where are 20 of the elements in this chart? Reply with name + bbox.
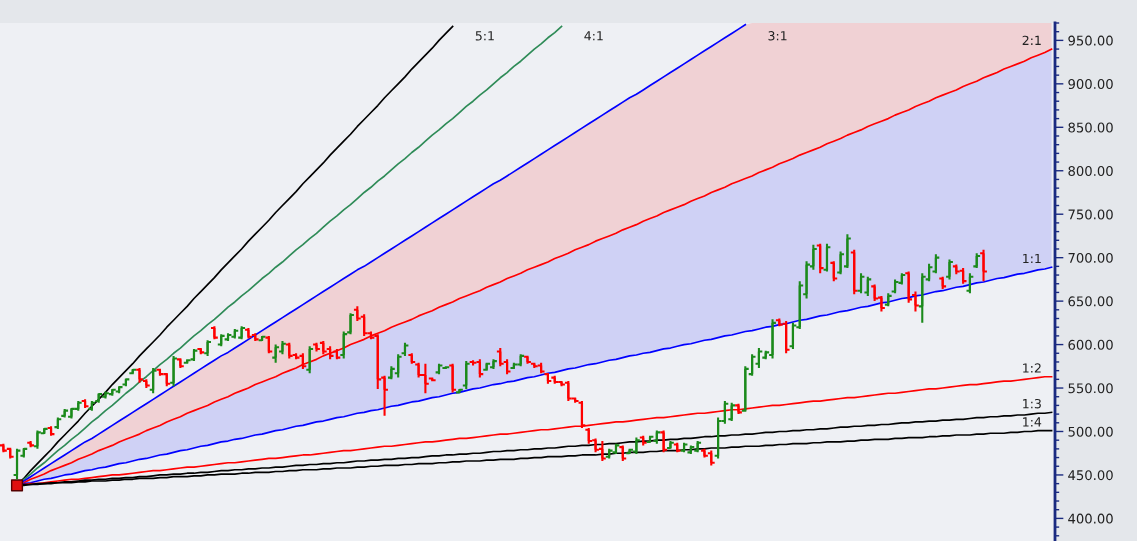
series-label: 4:1	[584, 31, 603, 41]
series-label: 3:1	[768, 31, 787, 41]
series-label: 1:3	[1023, 398, 1041, 409]
y-tick-label: 500.00	[1068, 426, 1113, 437]
y-tick-label: 450.00	[1068, 470, 1113, 481]
series-label: 5:1	[475, 31, 494, 41]
y-tick-label: 700.00	[1068, 252, 1113, 263]
series-label: 1:1	[1023, 253, 1041, 264]
series-label: 2:1	[1022, 35, 1041, 45]
series-label: 1:4	[1023, 417, 1042, 427]
series-label: 1:2	[1023, 363, 1041, 373]
y-tick-label: 800.00	[1068, 165, 1113, 176]
y-tick-label: 950.00	[1068, 35, 1113, 46]
y-tick-label: 650.00	[1068, 296, 1113, 307]
y-tick-label: 400.00	[1068, 513, 1113, 524]
y-tick-label: 900.00	[1068, 79, 1113, 90]
y-tick-label: 600.00	[1068, 339, 1113, 350]
y-tick-label: 750.00	[1068, 209, 1113, 220]
y-tick-label: 550.00	[1068, 383, 1113, 394]
y-tick-label: 850.00	[1068, 122, 1113, 133]
